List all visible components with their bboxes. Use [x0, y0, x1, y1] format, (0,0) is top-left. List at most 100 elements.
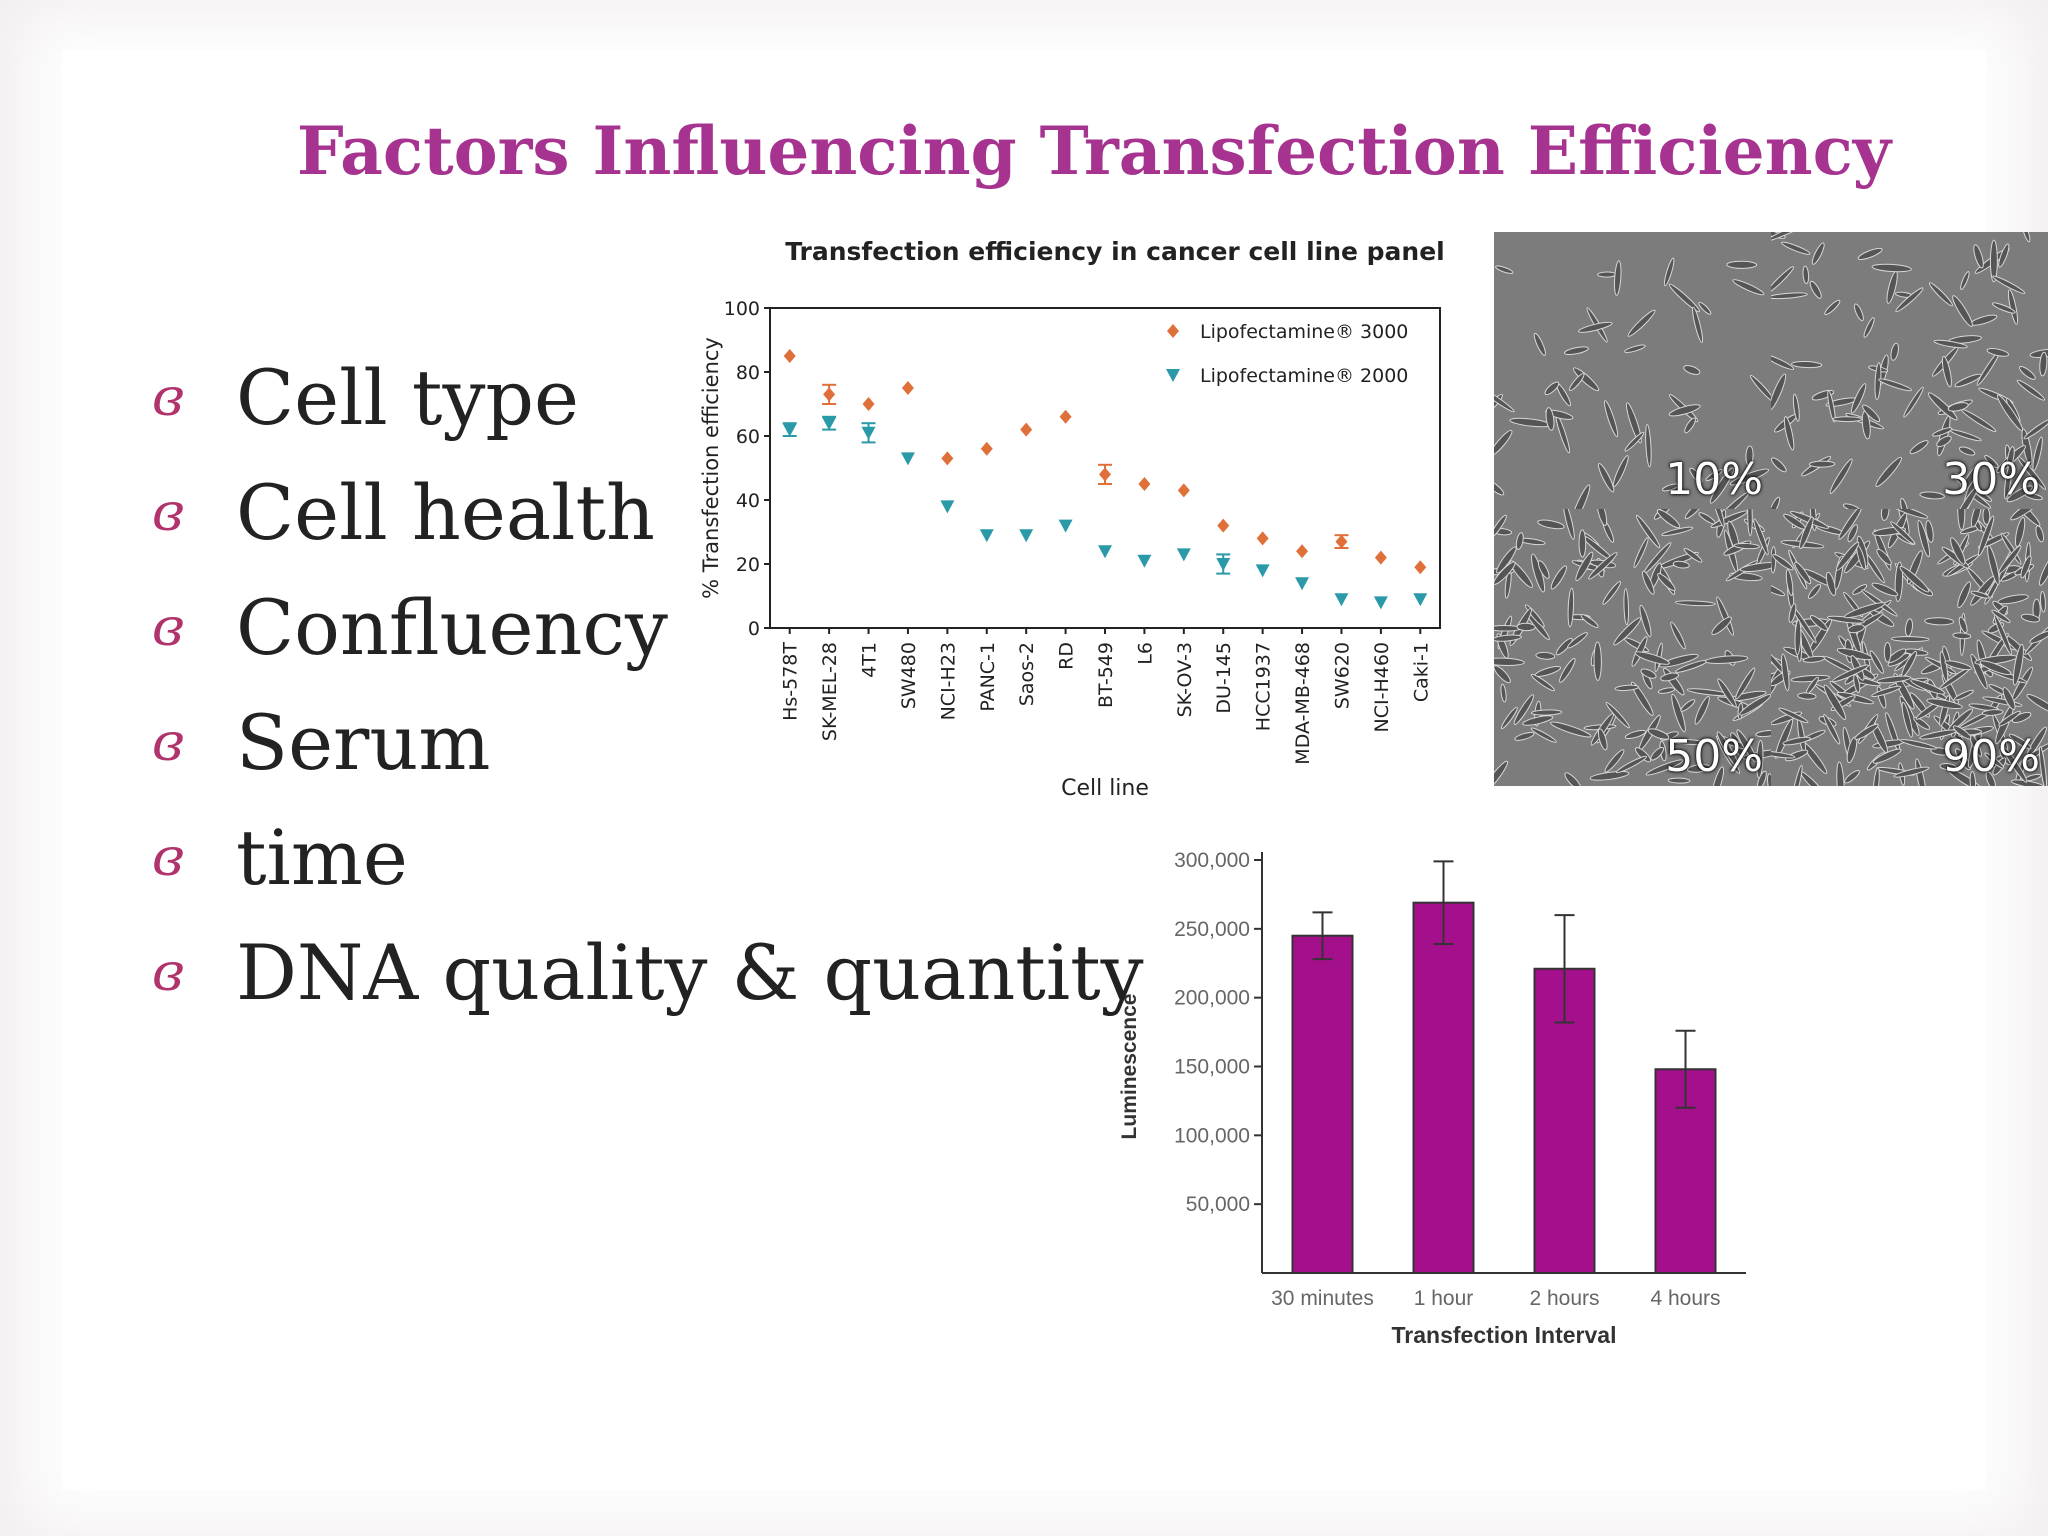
cell-shape [1597, 728, 1608, 751]
cell-shape [1969, 770, 1977, 786]
cell-shape [1832, 664, 1869, 683]
cell-shape [1593, 641, 1602, 681]
y-axis-label: Luminescence [1118, 994, 1141, 1140]
data-point [1216, 558, 1231, 571]
cell-shape [1590, 713, 1614, 746]
x-tick-label: SK-OV-3 [1174, 642, 1196, 717]
cell-shape [1514, 731, 1535, 741]
cell-shape [1726, 260, 1758, 269]
cell-shape [1494, 760, 1508, 786]
cell-shape [2032, 436, 2043, 472]
cell-shape [1985, 771, 1996, 786]
confluency-label: 30% [1942, 454, 2040, 505]
cell-shape [1854, 723, 1879, 740]
cell-shape [2006, 485, 2033, 503]
cell-shape [1633, 537, 1649, 568]
bullet-text: time [236, 813, 408, 902]
x-tick-label: HCC1937 [1253, 642, 1275, 731]
cell-shape [1952, 295, 1973, 327]
cell-shape [1771, 582, 1786, 597]
cell-shape [1984, 752, 2005, 769]
data-point [1334, 593, 1349, 607]
cell-shape [1970, 590, 1990, 599]
cell-shape [1545, 407, 1555, 431]
legend-marker [1166, 369, 1180, 382]
cell-shape [1672, 560, 1690, 569]
data-point [1177, 483, 1190, 498]
cell-micrograph [1771, 232, 2048, 509]
cell-shape [1952, 632, 1972, 640]
y-tick-label: 0 [748, 618, 760, 640]
scatter-chart: Transfection efficiency in cancer cell l… [699, 237, 1445, 801]
legend-entry: Lipofectamine® 3000 [1200, 321, 1408, 343]
bullet-item: ɞ DNA quality & quantity [152, 915, 1144, 1030]
x-tick-label: Hs-578T [780, 642, 802, 721]
data-point [1373, 596, 1388, 610]
cell-shape [1996, 394, 2024, 432]
cell-shape [1580, 614, 1599, 628]
cell-shape [1928, 282, 1953, 307]
cell-shape [1694, 696, 1710, 725]
cell-shape [1639, 604, 1652, 638]
cell-shape [1894, 561, 1904, 603]
cell-shape [1890, 636, 1930, 643]
data-point [783, 349, 796, 363]
confluency-panel: 10% [1494, 232, 1771, 509]
curl-bullet-icon: ɞ [152, 712, 184, 773]
cell-shape [1739, 562, 1771, 572]
data-point [1059, 409, 1072, 424]
cell-shape [1535, 651, 1556, 660]
data-point [980, 441, 993, 456]
cell-shape [1960, 271, 1970, 290]
cell-shape [1852, 584, 1868, 595]
confluency-panel: 50% [1494, 509, 1771, 786]
cell-shape [1842, 503, 1861, 509]
cell-shape [1603, 400, 1619, 438]
bullet-item: ɞ time [152, 800, 1144, 915]
cell-shape [1844, 602, 1886, 619]
data-point [1414, 560, 1427, 575]
cell-shape [1660, 672, 1680, 682]
cell-shape [2011, 711, 2032, 723]
cell-shape [1869, 650, 1884, 674]
cell-shape [2035, 525, 2045, 543]
cell-shape [1930, 747, 1951, 756]
cell-shape [1827, 390, 1836, 423]
cell-shape [1537, 519, 1565, 530]
cell-shape [1835, 541, 1860, 571]
x-tick-label: NCI-H23 [937, 642, 959, 720]
cell-shape [1661, 526, 1694, 537]
cell-shape [1717, 678, 1737, 708]
cell-shape [1989, 239, 1998, 283]
cell-shape [1670, 621, 1686, 650]
cell-shape [1732, 279, 1765, 296]
curl-bullet-icon: ɞ [152, 942, 184, 1003]
confluency-label: 10% [1665, 454, 1763, 505]
cell-shape [1975, 490, 1993, 502]
x-tick-label: Saos-2 [1016, 642, 1038, 706]
cell-shape [1791, 764, 1803, 786]
cell-shape [1794, 619, 1802, 656]
cell-shape [1771, 373, 1787, 411]
cell-shape [1634, 651, 1670, 665]
cell-shape [1939, 651, 1949, 682]
cell-shape [1559, 657, 1576, 683]
cell-shape [1872, 748, 1902, 764]
cell-shape [1530, 709, 1563, 716]
cell-shape [1667, 777, 1691, 784]
cell-shape [1876, 548, 1892, 566]
cell-shape [1650, 746, 1665, 761]
cell-shape [1987, 544, 2000, 585]
data-point [823, 387, 836, 402]
cell-shape [1893, 766, 1930, 778]
y-tick-label: 40 [736, 490, 760, 512]
y-tick-label: 60 [736, 426, 760, 448]
data-point [900, 452, 915, 466]
cell-shape [1802, 655, 1826, 663]
cell-shape [1797, 692, 1817, 700]
cell-shape [1913, 716, 1931, 730]
data-point [1137, 554, 1152, 568]
cell-shape [1624, 729, 1647, 739]
cell-micrograph [1494, 232, 1771, 509]
cell-shape [2020, 555, 2032, 579]
